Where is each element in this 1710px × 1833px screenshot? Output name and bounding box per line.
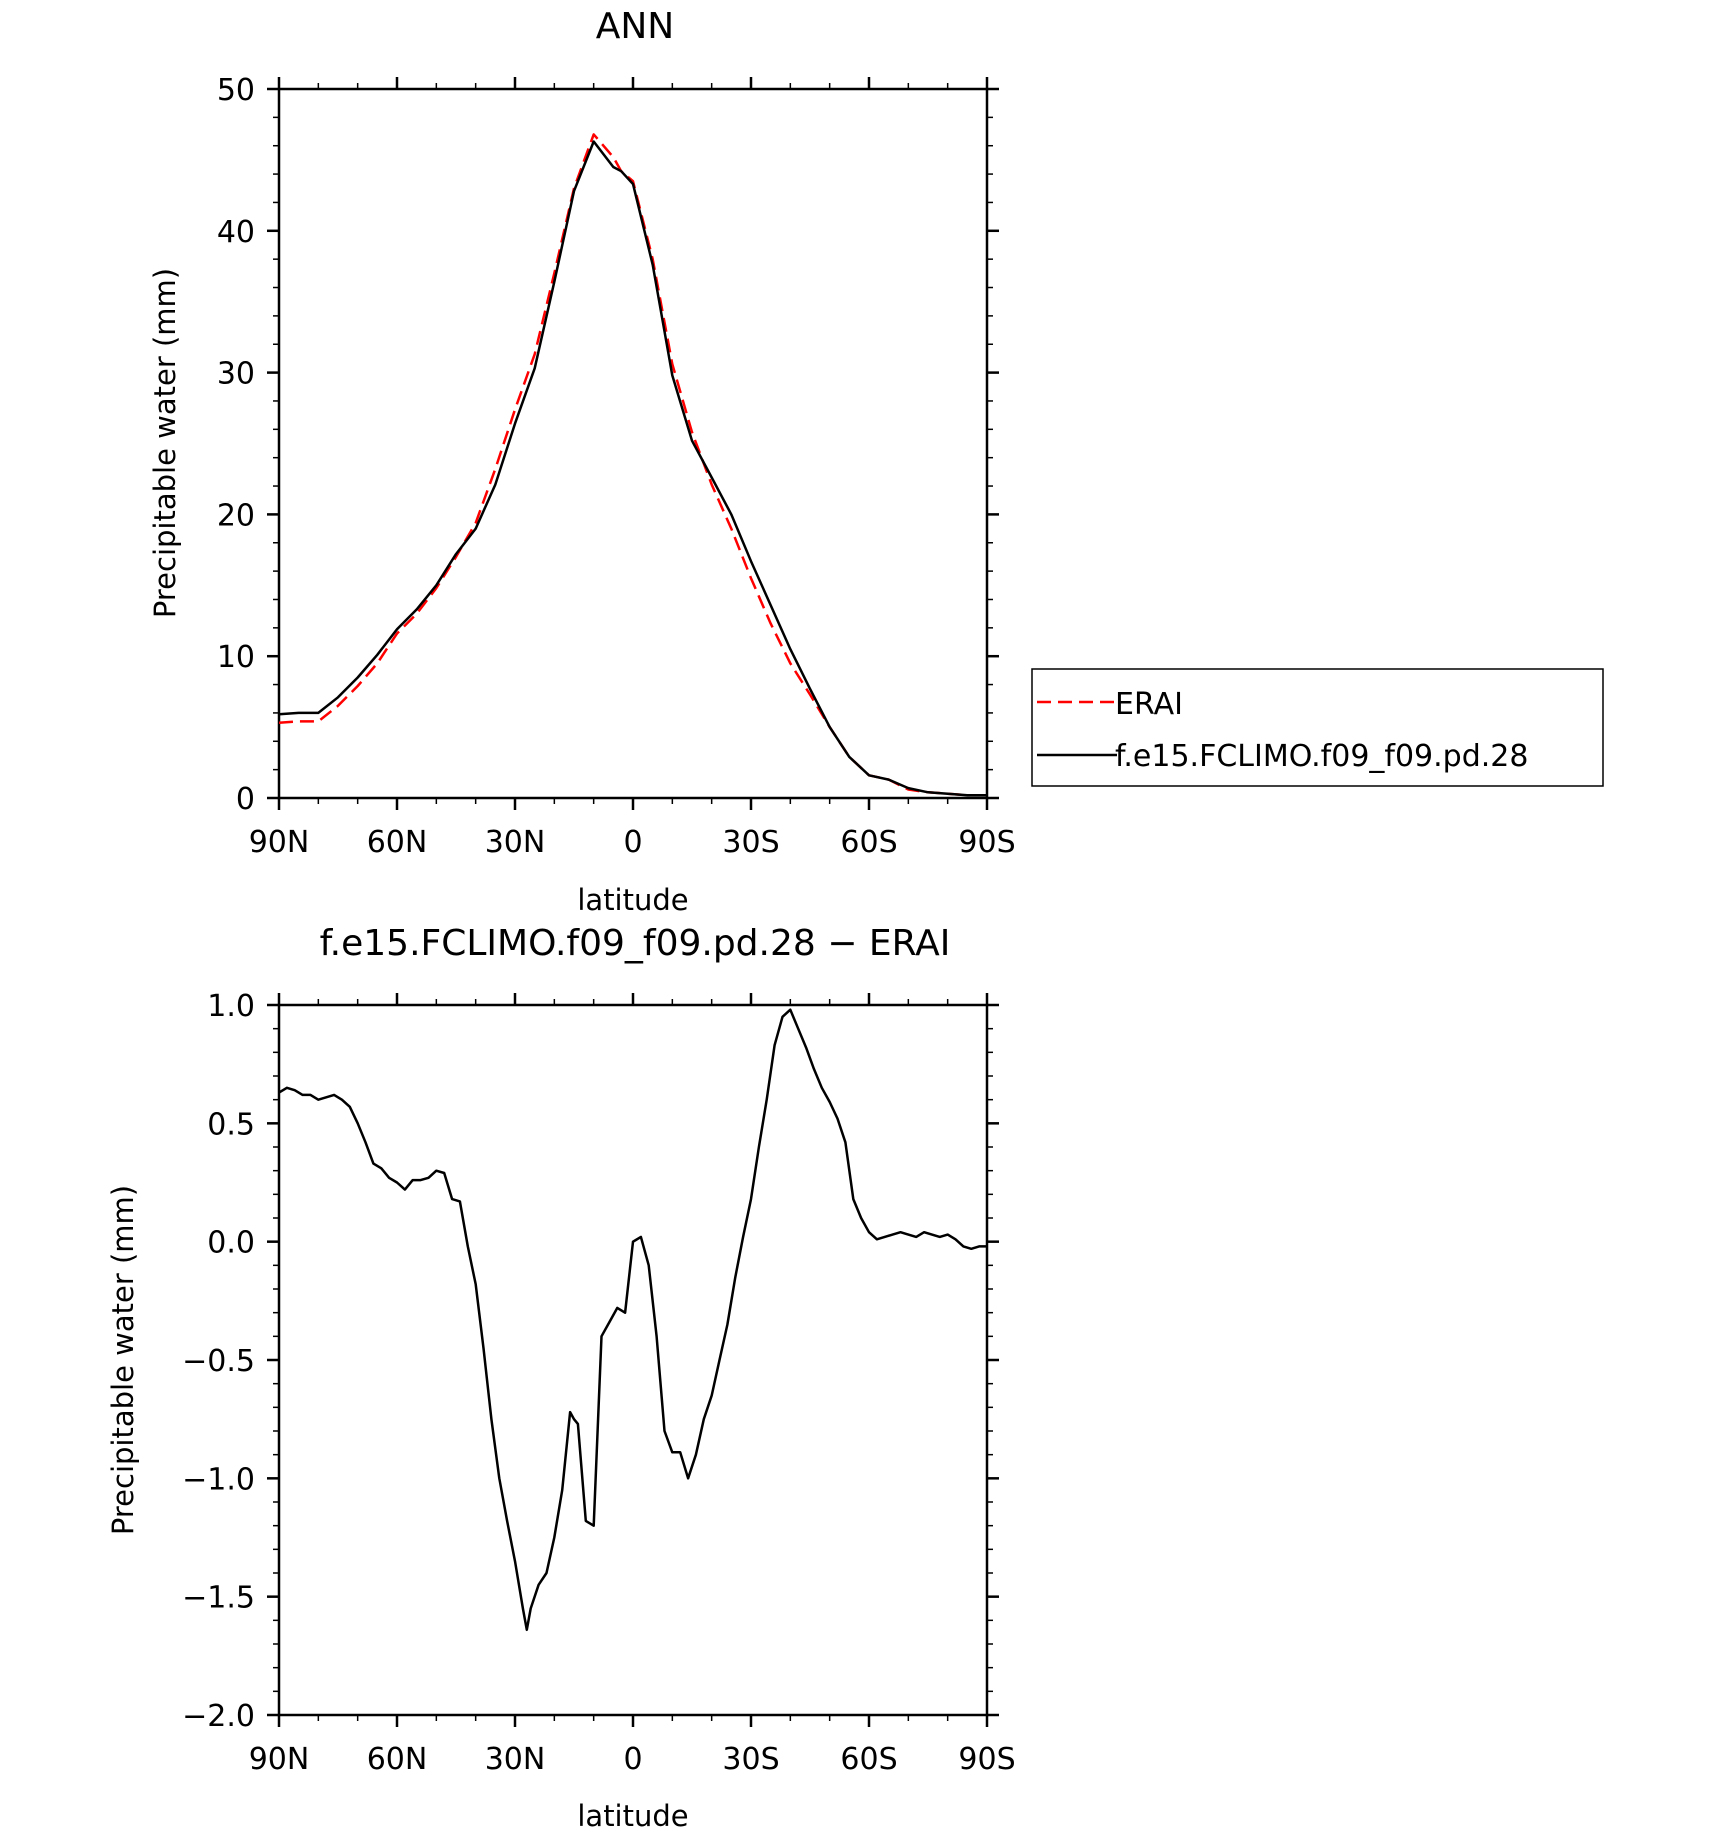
bottom-series-lines (278, 1008, 987, 1632)
legend-label-model: f.e15.FCLIMO.f09_f09.pd.28 (1115, 739, 1528, 774)
top-xtick-label: 90N (249, 825, 310, 860)
bottom-x-axis-label: latitude (577, 1799, 688, 1833)
top-y-axis-label: Precipitable water (mm) (148, 268, 182, 618)
bottom-chart-title: f.e15.FCLIMO.f09_f09.pd.28 − ERAI (320, 923, 951, 964)
bottom-xtick-label: 0 (623, 1742, 642, 1777)
bottom-plot-frame (277, 1003, 989, 1717)
top-xtick-label: 60S (840, 825, 897, 860)
bottom-ytick-label: 0.5 (207, 1107, 255, 1142)
bottom-xtick-label: 60N (367, 1742, 428, 1777)
legend-box (1031, 668, 1604, 787)
legend-label-erai: ERAI (1115, 687, 1183, 722)
bottom-tick-marks (267, 993, 999, 1727)
top-panel: ANN 0 10 20 30 40 50 90N 60N 30N 0 30S 60S 90S lati… (148, 6, 1016, 917)
legend: ERAI f.e15.FCLIMO.f09_f09.pd.28 (1031, 668, 1604, 787)
top-y-tick-labels: 0 10 20 30 40 50 (217, 73, 255, 817)
bottom-series-line-0 (278, 1008, 987, 1632)
top-ytick-label: 20 (217, 498, 255, 533)
top-plot-frame (277, 87, 989, 800)
bottom-xtick-label: 90S (958, 1742, 1015, 1777)
top-ytick-label: 10 (217, 640, 255, 675)
bottom-xtick-label: 30S (722, 1742, 779, 1777)
bottom-panel: f.e15.FCLIMO.f09_f09.pd.28 − ERAI 1.0 0.5… (106, 923, 1016, 1833)
bottom-y-tick-labels: 1.0 0.5 0.0 −0.5 −1.0 −1.5 −2.0 (182, 989, 255, 1734)
top-ytick-label: 40 (217, 215, 255, 250)
top-xtick-label: 60N (367, 825, 428, 860)
top-tick-marks (267, 77, 999, 810)
bottom-xtick-label: 30N (485, 1742, 546, 1777)
top-series-lines (278, 133, 987, 797)
bottom-x-tick-labels: 90N 60N 30N 0 30S 60S 90S (249, 1742, 1016, 1777)
bottom-ytick-label: 0.0 (207, 1226, 255, 1261)
bottom-ytick-label: 1.0 (207, 989, 255, 1024)
bottom-ytick-label: −0.5 (182, 1344, 255, 1379)
top-xtick-label: 90S (958, 825, 1015, 860)
top-series-line-1 (278, 140, 987, 797)
top-chart-title: ANN (596, 6, 675, 47)
top-ytick-label: 30 (217, 357, 255, 392)
bottom-ytick-label: −1.5 (182, 1581, 255, 1616)
bottom-xtick-label: 90N (249, 1742, 310, 1777)
bottom-ytick-label: −1.0 (182, 1462, 255, 1497)
top-x-tick-labels: 90N 60N 30N 0 30S 60S 90S (249, 825, 1016, 860)
top-xtick-label: 30N (485, 825, 546, 860)
bottom-y-axis-label: Precipitable water (mm) (106, 1185, 140, 1535)
top-series-line-0 (278, 133, 987, 797)
top-x-axis-label: latitude (577, 883, 688, 917)
top-ytick-label: 50 (217, 73, 255, 108)
top-xtick-label: 0 (623, 825, 642, 860)
bottom-xtick-label: 60S (840, 1742, 897, 1777)
top-xtick-label: 30S (722, 825, 779, 860)
bottom-ytick-label: −2.0 (182, 1699, 255, 1734)
top-ytick-label: 0 (236, 782, 255, 817)
